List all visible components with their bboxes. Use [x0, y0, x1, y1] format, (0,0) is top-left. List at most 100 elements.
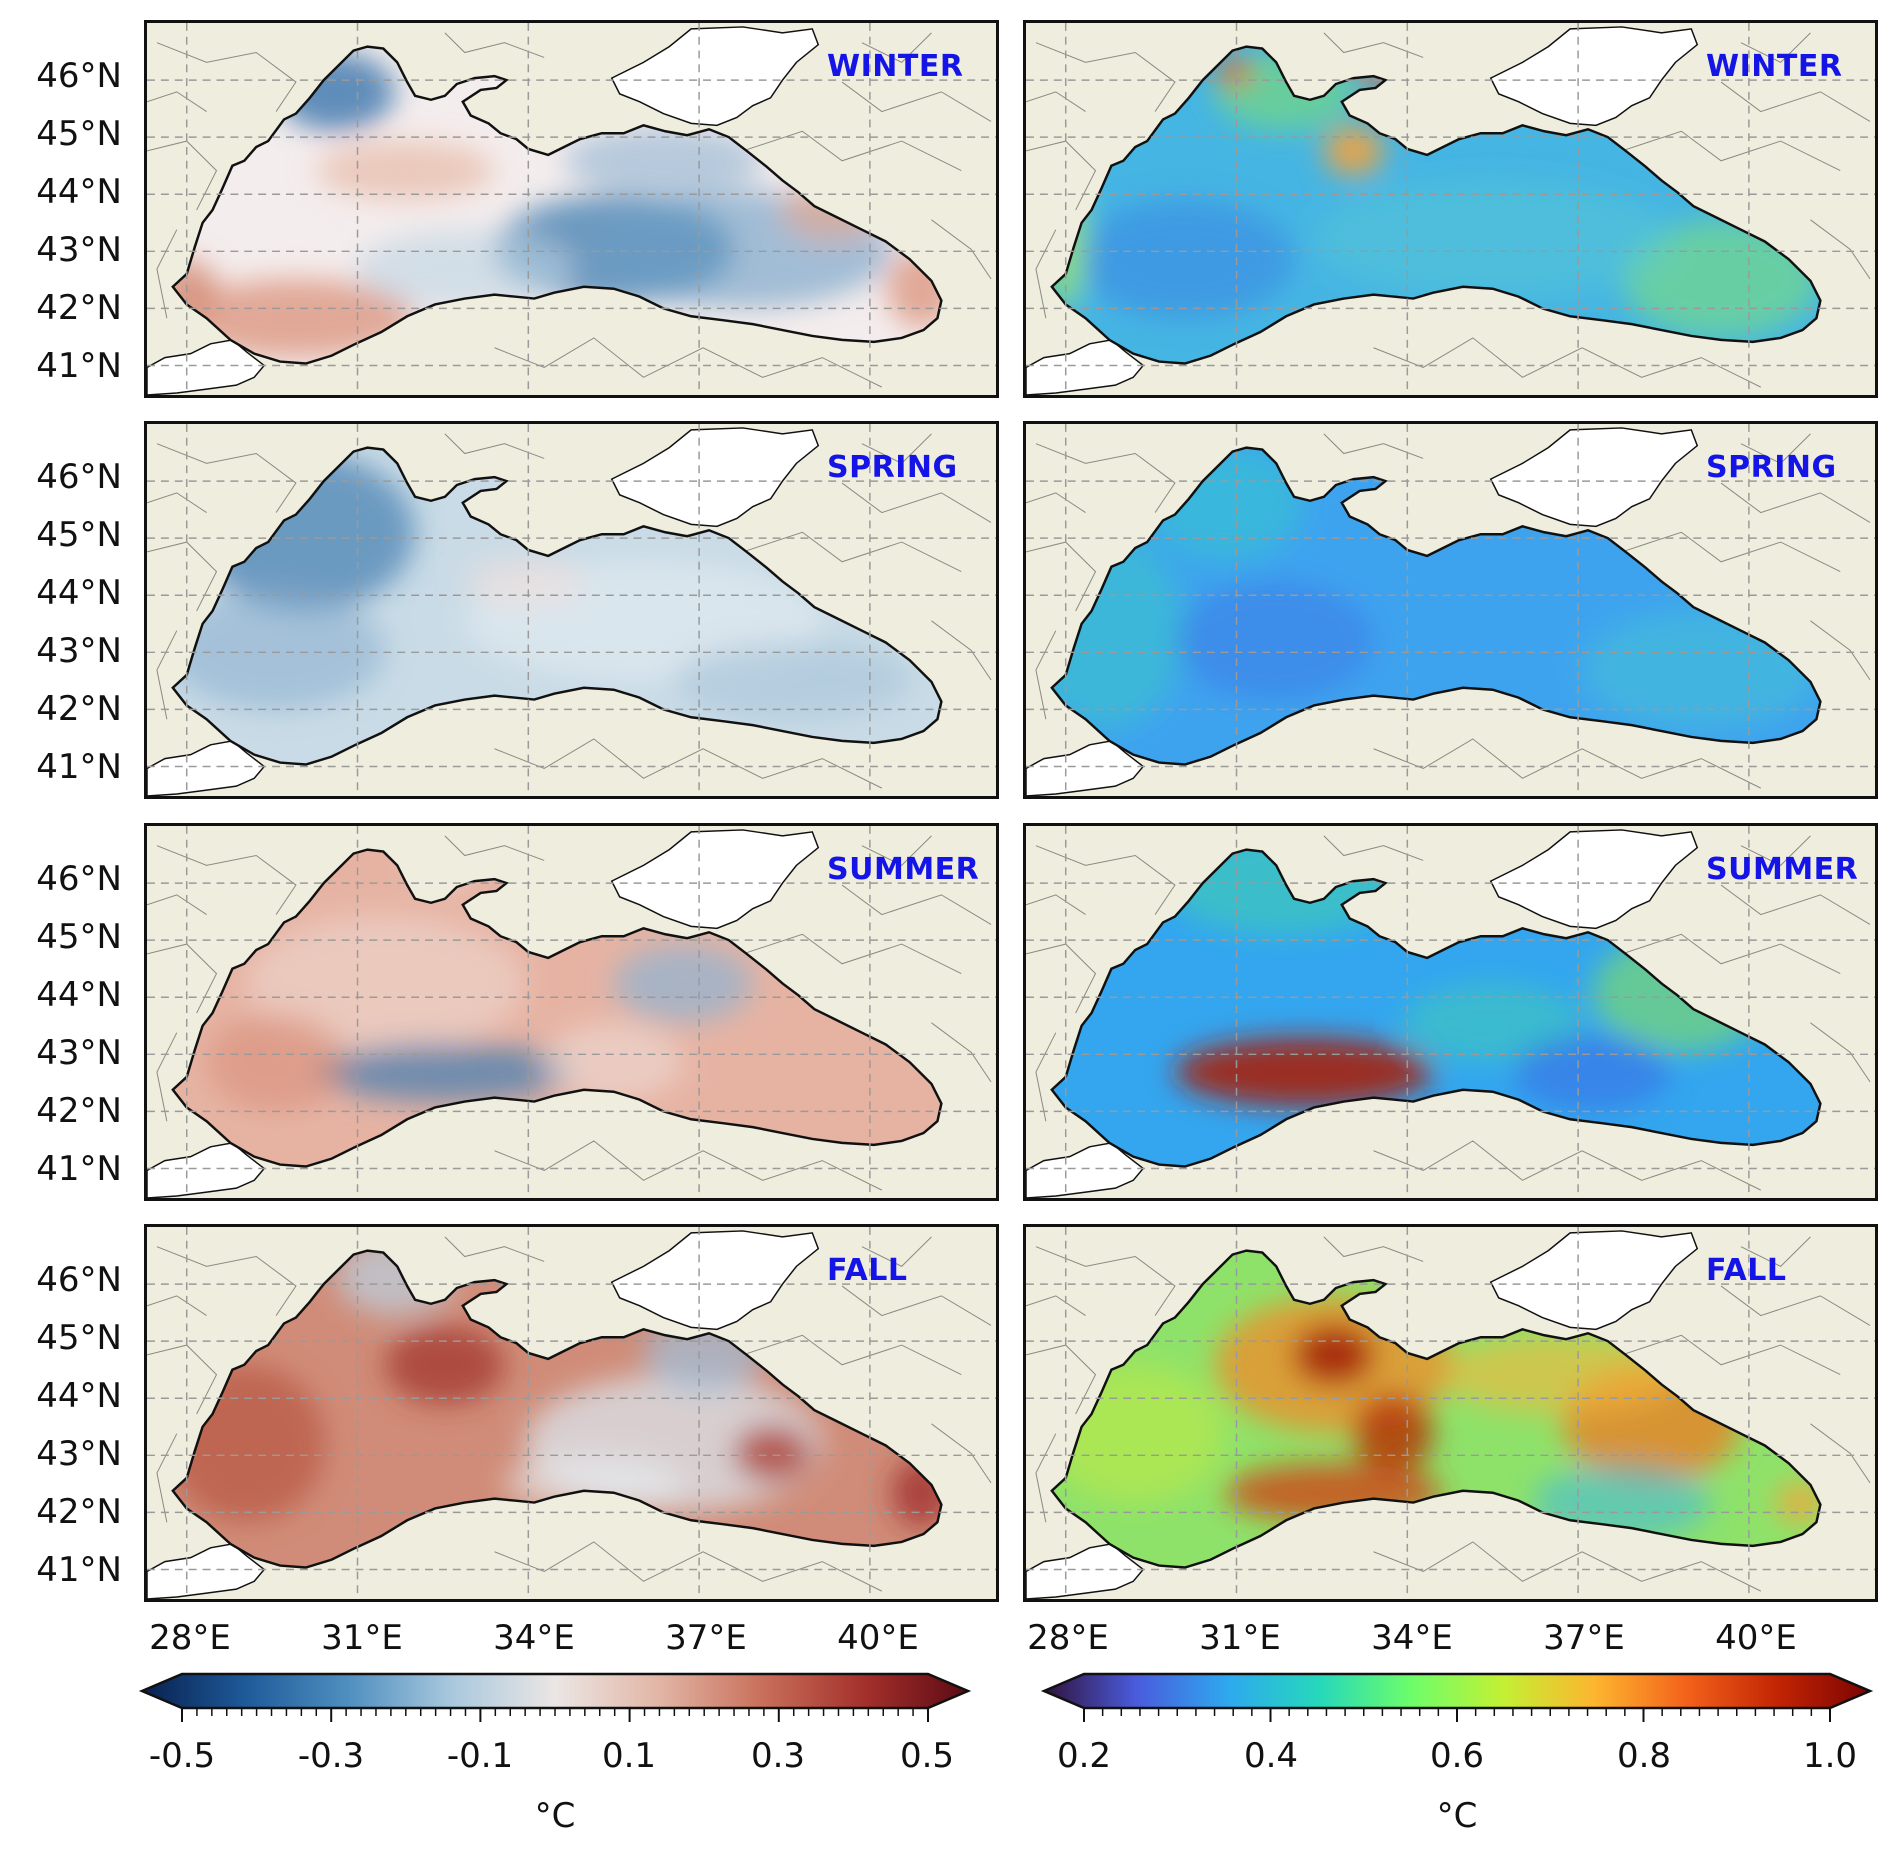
lat-label: 44°N: [36, 573, 122, 613]
country-borders: [147, 1236, 992, 1592]
graticule: [147, 826, 996, 1198]
white-basin: [1489, 1230, 1699, 1331]
map-canvas: [1026, 826, 1875, 1198]
lat-label: 45°N: [36, 114, 122, 154]
map-canvas: [1026, 424, 1875, 796]
cb-right-tick: 1.0: [1802, 1736, 1858, 1776]
lat-label: 43°N: [36, 230, 122, 270]
cb-right-unit: °C: [1436, 1796, 1478, 1836]
season-label: SUMMER: [1706, 852, 1859, 887]
coastline: [171, 848, 943, 1168]
country-borders: [147, 835, 992, 1191]
season-label: SUMMER: [827, 852, 980, 887]
country-borders: [147, 433, 992, 789]
coastline: [171, 1249, 943, 1569]
cb-left-tick: -0.1: [446, 1736, 514, 1776]
lat-label: 43°N: [36, 631, 122, 671]
cb-left-unit: °C: [534, 1796, 576, 1836]
cb-left-tick: 0.1: [601, 1736, 657, 1776]
cb-left-tick: -0.3: [297, 1736, 365, 1776]
coastline: [1050, 45, 1822, 365]
colorbar-right-bar: [1040, 1672, 1874, 1710]
white-basin: [1026, 339, 1145, 395]
lat-label: 41°N: [36, 346, 122, 386]
lon-label-37e: 37°E: [665, 1618, 747, 1658]
white-basin: [610, 427, 820, 528]
lat-label: 43°N: [36, 1434, 122, 1474]
lat-label: 42°N: [36, 1091, 122, 1131]
lat-label: 41°N: [36, 747, 122, 787]
colorbar-right: [1040, 1672, 1874, 1722]
map-panel-winter-anomaly: WINTER: [144, 20, 999, 398]
lon-label-34e: 34°E: [493, 1618, 575, 1658]
cb-right-tick: 0.8: [1616, 1736, 1672, 1776]
white-basin: [610, 829, 820, 930]
lat-label: 44°N: [36, 1376, 122, 1416]
season-label: SPRING: [827, 450, 958, 485]
coastline: [1050, 848, 1822, 1168]
lat-label: 41°N: [36, 1149, 122, 1189]
lat-label: 42°N: [36, 689, 122, 729]
lat-label: 46°N: [36, 859, 122, 899]
white-basin: [1489, 427, 1699, 528]
country-borders: [1026, 433, 1871, 789]
country-borders: [1026, 32, 1871, 388]
lat-label: 46°N: [36, 1260, 122, 1300]
country-borders: [1026, 1236, 1871, 1592]
lat-label: 44°N: [36, 172, 122, 212]
graticule: [1026, 23, 1875, 395]
country-borders: [147, 32, 992, 388]
lat-label: 46°N: [36, 457, 122, 497]
lat-label: 42°N: [36, 288, 122, 328]
lon-label-31e: 31°E: [321, 1618, 403, 1658]
lat-label: 42°N: [36, 1492, 122, 1532]
lat-label: 45°N: [36, 515, 122, 555]
graticule: [147, 1227, 996, 1599]
white-basin: [1489, 829, 1699, 930]
lon-label-31e: 31°E: [1199, 1618, 1281, 1658]
season-label: WINTER: [1706, 49, 1843, 84]
coastline: [171, 45, 943, 365]
country-borders: [1026, 835, 1871, 1191]
map-panel-spring-anomaly: SPRING: [144, 421, 999, 799]
lon-label-40e: 40°E: [837, 1618, 919, 1658]
cb-left-tick: -0.5: [148, 1736, 216, 1776]
map-canvas: [147, 424, 996, 796]
season-label: FALL: [827, 1253, 908, 1288]
lat-label: 43°N: [36, 1033, 122, 1073]
lon-label-28e: 28°E: [149, 1618, 231, 1658]
map-panel-summer-magnitude: SUMMER: [1023, 823, 1878, 1201]
cb-left-tick: 0.5: [899, 1736, 955, 1776]
map-canvas: [1026, 1227, 1875, 1599]
white-basin: [147, 339, 266, 395]
map-panel-winter-magnitude: WINTER: [1023, 20, 1878, 398]
lon-label-34e: 34°E: [1371, 1618, 1453, 1658]
season-label: FALL: [1706, 1253, 1787, 1288]
map-panel-fall-magnitude: FALL: [1023, 1224, 1878, 1602]
cb-right-tick: 0.2: [1056, 1736, 1112, 1776]
white-basin: [147, 740, 266, 796]
season-label: SPRING: [1706, 450, 1837, 485]
colorbar-left-bar: [138, 1672, 972, 1710]
lon-label-40e: 40°E: [1715, 1618, 1797, 1658]
cb-left-tick: 0.3: [750, 1736, 806, 1776]
map-canvas: [1026, 23, 1875, 395]
cb-right-tick: 0.4: [1243, 1736, 1299, 1776]
white-basin: [147, 1142, 266, 1198]
coastline: [171, 446, 943, 766]
lon-label-28e: 28°E: [1027, 1618, 1109, 1658]
map-canvas: [147, 1227, 996, 1599]
white-basin: [1026, 740, 1145, 796]
lat-label: 45°N: [36, 917, 122, 957]
graticule: [1026, 1227, 1875, 1599]
coastline: [1050, 446, 1822, 766]
map-panel-summer-anomaly: SUMMER: [144, 823, 999, 1201]
white-basin: [1026, 1142, 1145, 1198]
white-basin: [1489, 26, 1699, 127]
graticule: [1026, 424, 1875, 796]
cb-right-tick: 0.6: [1429, 1736, 1485, 1776]
white-basin: [610, 26, 820, 127]
white-basin: [147, 1543, 266, 1599]
map-canvas: [147, 826, 996, 1198]
